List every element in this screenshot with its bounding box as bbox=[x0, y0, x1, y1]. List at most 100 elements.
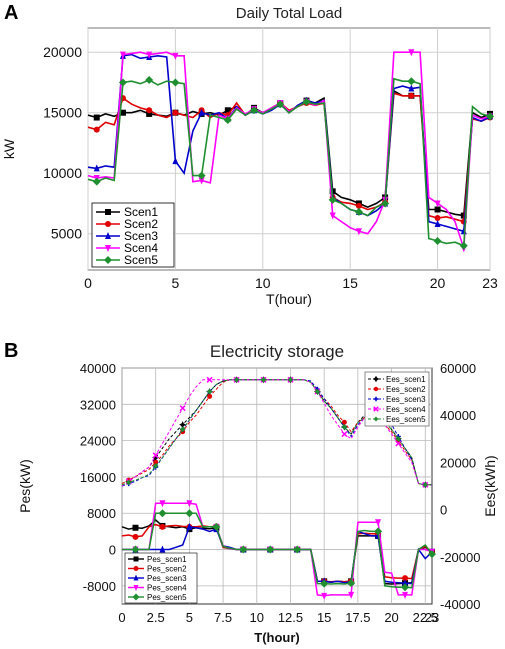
chart-b-pes-data-point bbox=[239, 545, 248, 554]
chart-a-data-point bbox=[328, 195, 337, 204]
chart-b-ees-legend-marker bbox=[373, 416, 379, 422]
chart-b-pes-series-line bbox=[122, 512, 433, 589]
chart-b-pes-data-point bbox=[348, 591, 355, 599]
chart-a-legend-entry: Scen5 bbox=[124, 253, 158, 267]
chart-a-data-point bbox=[92, 177, 101, 186]
chart-a-series-line bbox=[87, 77, 491, 247]
chart-b-ees-legend-entry: Ees_scen1 bbox=[386, 375, 426, 384]
chart-b-ees-data-point bbox=[422, 482, 428, 488]
chart-b-pes-data-point bbox=[131, 545, 140, 554]
chart-a-legend-marker bbox=[105, 232, 111, 239]
chart-b-pes-data-point bbox=[402, 575, 409, 582]
chart-b-ees-data-point bbox=[180, 426, 186, 432]
chart-a-data-point bbox=[223, 115, 232, 124]
chart-b-pes-data-point bbox=[185, 509, 194, 518]
chart-a-data-point bbox=[118, 78, 127, 87]
chart-b-ees-legend-entry: Ees_scen3 bbox=[386, 395, 426, 404]
chart-a-data-point bbox=[93, 114, 100, 121]
chart-b-pes-data-point bbox=[266, 545, 275, 554]
chart-a-data-point bbox=[434, 220, 441, 228]
chart-b-pes-data-point bbox=[132, 524, 139, 531]
chart-b-x-tick-label: 17.5 bbox=[345, 610, 370, 625]
chart-b-pes-data-point bbox=[375, 519, 382, 527]
panel-label-b: B bbox=[4, 340, 19, 362]
chart-b-pes-legend-entry: Pes_scen4 bbox=[147, 584, 187, 593]
chart-a-data-point bbox=[197, 171, 206, 180]
chart-a-data-point bbox=[172, 109, 179, 116]
chart-b-y-right-tick-label: 0 bbox=[440, 503, 447, 518]
chart-a-data-point bbox=[171, 78, 180, 87]
chart-b-ees-series-line bbox=[121, 379, 432, 487]
chart-b-x-tick-label: 7.5 bbox=[214, 610, 232, 625]
chart-a-x-tick-label: 10 bbox=[255, 275, 271, 291]
chart-a-data-point bbox=[381, 199, 390, 208]
chart-b-ees-data-point bbox=[126, 479, 132, 485]
chart-a-legend-entry: Scen4 bbox=[124, 241, 158, 255]
chart-a-legend-marker bbox=[105, 209, 111, 215]
chart-a-data-point bbox=[146, 51, 153, 59]
chart-b-pes-data-point bbox=[321, 592, 328, 600]
chart-b-pes-data-point bbox=[159, 523, 166, 530]
chart-b-ees-data-point bbox=[287, 377, 293, 383]
chart-a-y-tick-label: 20000 bbox=[43, 44, 82, 60]
chart-b-pes-legend-entry: Pes_scen2 bbox=[147, 565, 187, 574]
chart-b-ees-data-point bbox=[152, 454, 160, 462]
chart-a-data-point bbox=[276, 100, 285, 109]
chart-a-data-point bbox=[93, 164, 100, 172]
chart-b-ees-data-point bbox=[206, 376, 213, 383]
chart-b-pes-data-point bbox=[347, 579, 356, 588]
chart-b-x-tick-label: 5 bbox=[186, 610, 193, 625]
chart-b-y-axis-label: Pes(kW) bbox=[17, 459, 33, 513]
chart-a-data-point bbox=[146, 107, 153, 114]
chart-a-legend-marker bbox=[104, 256, 112, 264]
chart-a-data-point bbox=[355, 228, 362, 236]
chart-a-data-point bbox=[408, 49, 415, 57]
chart-a-data-point bbox=[408, 84, 415, 92]
chart-b-y-right-tick-label: -40000 bbox=[440, 597, 480, 612]
chart-a-data-point bbox=[250, 106, 259, 115]
chart-b-x-tick-label: 20 bbox=[384, 610, 398, 625]
chart-b-y-tick-label: 8000 bbox=[87, 506, 116, 521]
chart-b-ees-data-point bbox=[341, 424, 347, 430]
chart-a-data-point bbox=[459, 241, 468, 250]
chart-b-pes-data-point bbox=[428, 550, 436, 559]
chart-b-pes-data-point bbox=[132, 533, 139, 540]
chart-b-ees-data-point bbox=[395, 440, 402, 447]
chart-b-pes-data-point bbox=[186, 522, 193, 530]
chart-b-pes-legend-entry: Pes_scen5 bbox=[147, 593, 187, 602]
chart-b-y-tick-label: 16000 bbox=[80, 470, 116, 485]
chart-a-data-point bbox=[224, 107, 231, 114]
chart-b-title: Electricity storage bbox=[210, 342, 344, 361]
chart-b-pes-data-point bbox=[159, 545, 166, 553]
chart-b-y-tick-label: -8000 bbox=[83, 579, 116, 594]
chart-a-y-axis-label: kW bbox=[1, 138, 17, 159]
chart-a-data-point bbox=[93, 126, 100, 133]
chart-b-ees-data-point bbox=[179, 405, 186, 412]
chart-b-ees-legend-marker bbox=[373, 386, 379, 392]
chart-b-ees-data-point bbox=[261, 377, 267, 383]
chart-a-data-point bbox=[355, 202, 362, 209]
chart-b-x-tick-label: 23 bbox=[425, 610, 439, 625]
chart-b-pes-legend-marker bbox=[133, 556, 139, 562]
chart-a-data-point bbox=[119, 109, 126, 116]
chart-b-ees-data-point bbox=[234, 377, 240, 383]
chart-b-x-axis-label: T(hour) bbox=[254, 630, 299, 645]
chart-b-y-tick-label: 32000 bbox=[80, 397, 116, 412]
chart-b-ees-data-point bbox=[207, 389, 213, 395]
chart-a-legend-marker bbox=[105, 245, 111, 252]
chart-a-data-point bbox=[172, 52, 179, 60]
chart-b-pes-data-point bbox=[159, 500, 166, 508]
chart-a-title: Daily Total Load bbox=[236, 5, 342, 22]
chart-a-data-point bbox=[354, 207, 363, 216]
chart-b-pes-data-point bbox=[402, 591, 409, 599]
chart-b-ees-data-point bbox=[153, 463, 159, 469]
chart-a-data-point bbox=[172, 157, 179, 165]
chart-b-ees-legend-entry: Ees_scen2 bbox=[386, 385, 426, 394]
chart-a-data-point bbox=[434, 200, 441, 208]
chart-b-pes-data-point bbox=[212, 522, 221, 531]
chart-a-data-point bbox=[198, 108, 205, 116]
chart-a-data-point bbox=[486, 112, 494, 121]
chart-a-x-axis-label: T(hour) bbox=[266, 291, 312, 307]
chart-b-x-tick-label: 22.5 bbox=[413, 610, 438, 625]
chart-b-pes-data-point bbox=[402, 579, 409, 587]
